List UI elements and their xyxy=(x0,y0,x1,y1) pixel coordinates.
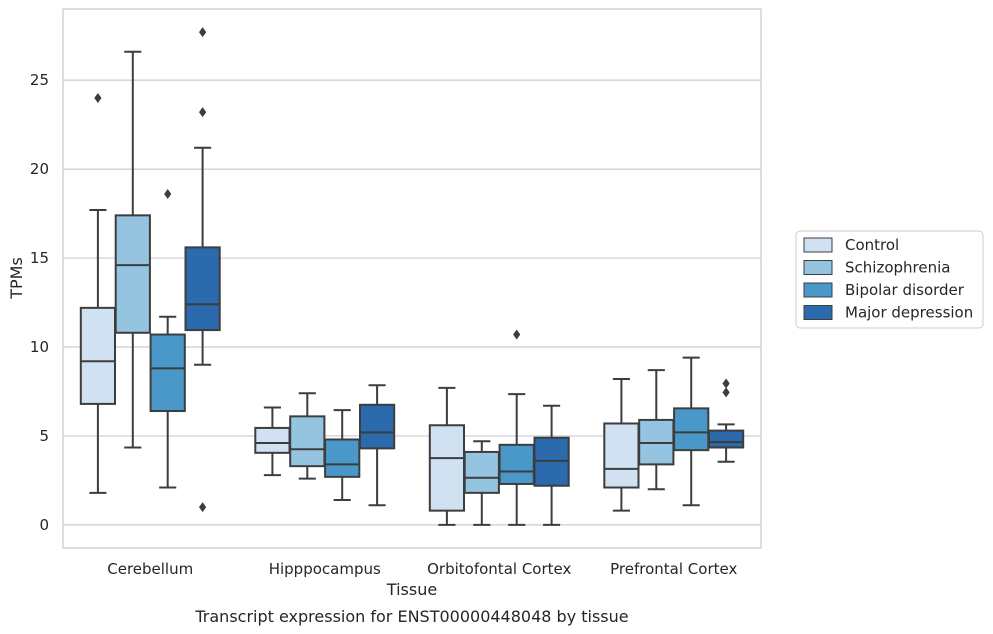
box xyxy=(324,438,361,478)
boxes xyxy=(79,27,745,526)
legend-swatch xyxy=(803,282,833,298)
outlier-point xyxy=(722,387,730,398)
box-group xyxy=(184,27,221,513)
outlier-point xyxy=(164,189,172,200)
box xyxy=(358,403,396,450)
chart-caption: Transcript expression for ENST0000044804… xyxy=(194,607,628,626)
x-tick-label: Orbitofontal Cortex xyxy=(427,560,571,578)
box-group xyxy=(428,386,466,526)
legend-swatch xyxy=(803,305,833,320)
legend-swatch xyxy=(803,260,833,275)
legend: Control Schizophrenia Bipolar disorder Majo… xyxy=(795,230,984,329)
legend-label: Schizophrenia xyxy=(845,259,950,277)
box-group xyxy=(603,378,640,512)
x-tick-labels: Cerebellum Hipppocampus Orbitofontal Corte… xyxy=(107,560,737,578)
box-group xyxy=(673,356,710,507)
box-group xyxy=(149,189,186,489)
x-axis-label: Tissue xyxy=(386,580,437,599)
outlier-point xyxy=(199,502,207,513)
box xyxy=(673,407,710,452)
box-group xyxy=(707,378,745,463)
legend-label: Bipolar disorder xyxy=(845,281,965,299)
box-group xyxy=(79,92,117,494)
box-group xyxy=(289,392,326,480)
outlier-point xyxy=(513,329,521,340)
y-tick-label: 0 xyxy=(39,516,49,534)
y-tick-label: 25 xyxy=(30,71,49,89)
y-tick-label: 15 xyxy=(30,249,49,267)
box xyxy=(498,443,535,485)
x-tick-label: Hipppocampus xyxy=(269,560,381,578)
outlier-point xyxy=(94,92,102,103)
box xyxy=(289,415,326,468)
box xyxy=(254,426,291,454)
box xyxy=(184,246,221,332)
x-tick-label: Cerebellum xyxy=(107,560,193,578)
y-tick-label: 10 xyxy=(30,338,49,356)
box-group xyxy=(324,409,361,501)
legend-label: Control xyxy=(845,236,899,254)
box xyxy=(463,450,500,494)
box-group xyxy=(638,369,675,491)
y-axis-label: TPMs xyxy=(7,257,26,300)
legend-frame xyxy=(795,230,984,329)
box xyxy=(149,333,186,413)
y-tick-label: 5 xyxy=(39,427,49,445)
outlier-point xyxy=(722,378,730,389)
box xyxy=(79,306,117,405)
box xyxy=(428,424,466,512)
box-group xyxy=(358,384,396,507)
box-group xyxy=(533,404,570,526)
box-group xyxy=(114,50,151,449)
outlier-point xyxy=(199,27,207,38)
x-tick-label: Prefrontal Cortex xyxy=(610,560,737,578)
box-group xyxy=(498,329,535,526)
box xyxy=(603,422,640,489)
legend-label: Major depression xyxy=(845,304,973,322)
y-tick-labels: 0 5 10 15 20 25 xyxy=(30,71,49,534)
box-group xyxy=(463,440,500,526)
legend-swatch xyxy=(803,237,833,253)
box xyxy=(114,214,151,334)
box xyxy=(707,429,745,449)
outlier-point xyxy=(199,107,207,118)
y-tick-label: 20 xyxy=(30,160,49,178)
